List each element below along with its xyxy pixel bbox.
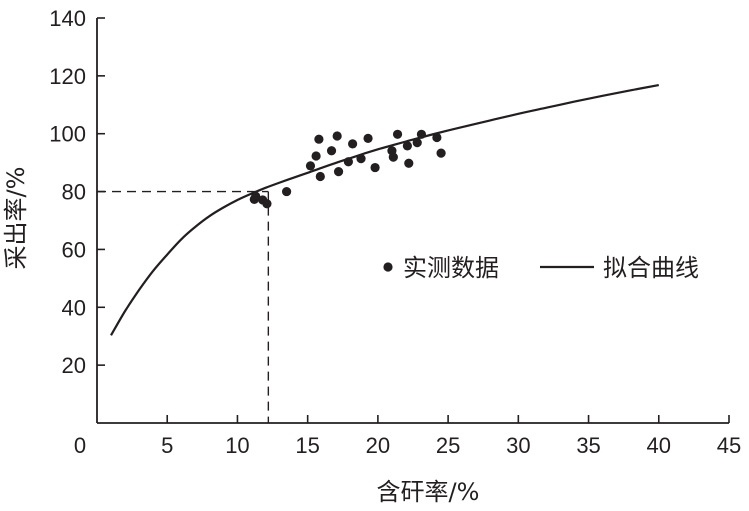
data-point — [402, 141, 412, 151]
x-tick-label: 0 — [74, 433, 86, 458]
data-point — [370, 162, 380, 173]
reference-lines — [97, 190, 270, 423]
x-tick-label: 5 — [161, 433, 173, 458]
x-tick-label: 30 — [506, 433, 530, 458]
legend-label-fit: 拟合曲线 — [603, 254, 699, 282]
axis-ticks: 0 5 10 15 20 25 30 35 40 45 20 40 60 80 100 120 140 — [49, 6, 741, 458]
data-point — [412, 138, 422, 148]
y-tick-label: 40 — [62, 295, 86, 320]
x-tick-label: 40 — [647, 433, 671, 458]
y-axis-title: 采出率/% — [2, 167, 30, 270]
data-point — [436, 148, 446, 158]
y-tick-label: 140 — [49, 6, 86, 31]
data-point — [282, 186, 292, 197]
data-point — [343, 157, 353, 167]
data-points-group — [249, 129, 446, 209]
data-point — [356, 153, 366, 164]
y-tick-label: 120 — [49, 64, 86, 89]
data-point — [363, 133, 373, 143]
data-point — [388, 152, 398, 162]
data-point — [311, 151, 321, 161]
data-point — [416, 129, 427, 139]
data-point — [326, 146, 337, 156]
data-point — [404, 158, 414, 168]
x-tick-label: 35 — [576, 433, 600, 458]
x-tick-label: 10 — [225, 433, 249, 458]
data-point — [332, 131, 342, 141]
legend-label-measured: 实测数据 — [403, 254, 499, 282]
data-point — [333, 167, 344, 177]
data-point — [432, 132, 442, 143]
x-tick-label: 45 — [717, 433, 741, 458]
fit-curve-group — [110, 84, 660, 336]
data-point — [305, 161, 316, 171]
data-point — [262, 199, 272, 209]
data-point — [251, 191, 261, 201]
y-tick-label: 80 — [62, 180, 86, 205]
legend: 实测数据 拟合曲线 — [383, 254, 699, 282]
data-point — [315, 171, 325, 182]
data-point — [392, 129, 403, 139]
axes — [96, 18, 729, 424]
legend-marker-measured — [383, 262, 393, 272]
y-tick-label: 100 — [49, 122, 86, 147]
y-tick-label: 60 — [62, 237, 86, 262]
data-point — [314, 134, 324, 144]
y-tick-label: 20 — [62, 353, 86, 378]
x-tick-label: 15 — [295, 433, 319, 458]
x-tick-label: 20 — [366, 433, 390, 458]
x-tick-label: 25 — [436, 433, 460, 458]
data-point — [348, 139, 358, 149]
x-axis-title: 含矸率/% — [377, 478, 480, 506]
fit-curve — [110, 84, 660, 336]
